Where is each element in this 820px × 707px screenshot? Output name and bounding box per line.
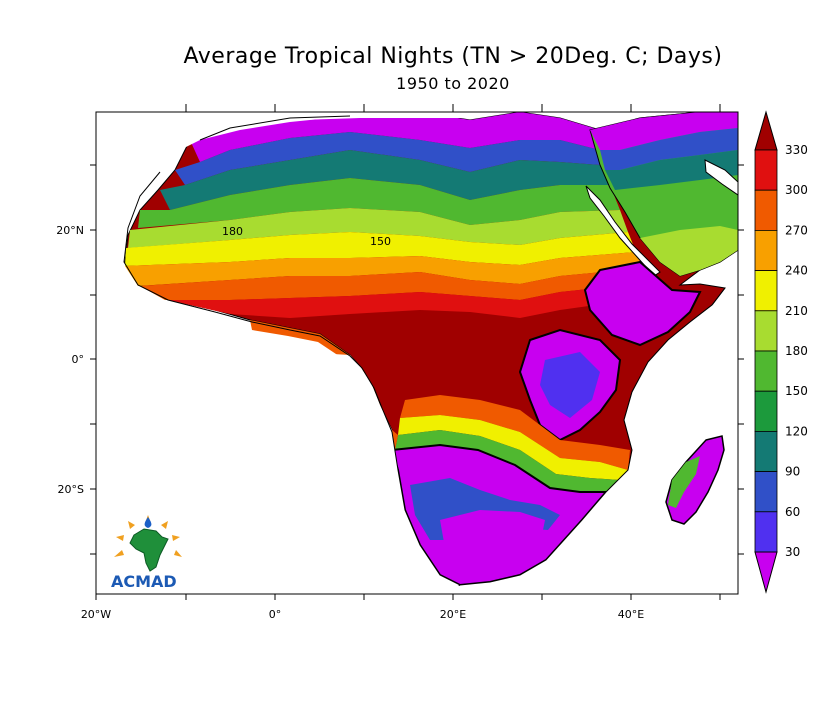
- x-tick-20w: 20°W: [81, 608, 111, 621]
- madagascar-redraw: [665, 435, 725, 525]
- colorbar-segment: [754, 149, 778, 191]
- water-drop-icon: [144, 517, 152, 528]
- x-tick-0: 0°: [269, 608, 282, 621]
- band-sahel-orange: [125, 252, 645, 286]
- mediterranean-sea: [96, 112, 350, 262]
- indian-ocean-white: [460, 294, 738, 594]
- colorbar-bottom-arrow: [754, 551, 778, 594]
- red-sea: [585, 185, 661, 277]
- band-sahel-darkorange: [140, 268, 655, 300]
- y-tick-20s: 20°S: [58, 483, 84, 496]
- x-tick-20e: 20°E: [440, 608, 466, 621]
- acmad-logo: ACMAD: [111, 515, 182, 591]
- colorbar-label: 30: [785, 545, 800, 559]
- horn-purple: [583, 260, 702, 347]
- southern-purple-inner: [440, 510, 545, 565]
- central-yellow: [398, 415, 628, 480]
- y-tick-0: 0°: [72, 353, 85, 366]
- band-sahel-yellow: [125, 232, 636, 266]
- colorbar-top-arrow: [754, 110, 778, 151]
- colorbar-segment: [754, 390, 778, 432]
- band-sahara-teal: [160, 150, 610, 210]
- colorbar-label: 240: [785, 264, 808, 278]
- colorbar-label: 120: [785, 424, 808, 438]
- map-panel: 180 150: [96, 112, 738, 594]
- band-sahel-red: [168, 282, 660, 318]
- central-orange: [400, 395, 630, 470]
- band-sahara-green: [138, 178, 620, 228]
- europe-white: [200, 112, 470, 130]
- colorbar-segment: [754, 229, 778, 271]
- y-tick-20n: 20°N: [56, 224, 84, 237]
- sea-white-south: [96, 340, 460, 594]
- band-north-coast: [190, 112, 600, 162]
- map-title: Average Tropical Nights (TN > 20Deg. C; …: [183, 44, 723, 69]
- persian-gulf: [704, 159, 738, 196]
- east-highlands-blue: [540, 352, 600, 418]
- colorbar-label: 330: [785, 143, 808, 157]
- arabia-south-yellow: [640, 226, 738, 276]
- x-tick-40e: 40°E: [618, 608, 644, 621]
- colorbar-label: 60: [785, 505, 800, 519]
- colorbar-label: 150: [785, 384, 808, 398]
- colorbar-segment: [754, 270, 778, 312]
- colorbar-segment: [754, 430, 778, 472]
- colorbar-label: 270: [785, 223, 808, 237]
- colorbar: 330 300 270 240 210 180 150 120 90 60 30: [754, 110, 808, 594]
- africa-logo-icon: [129, 528, 169, 572]
- map-frame: [95, 111, 739, 595]
- madagascar-coast-redraw: [668, 456, 700, 508]
- colorbar-segment: [754, 511, 778, 553]
- colorbar-segment: [754, 471, 778, 513]
- contour-label-180: 180: [222, 225, 243, 238]
- tick-marks: [90, 104, 744, 600]
- band-north-blue: [175, 132, 600, 185]
- colorbar-label: 300: [785, 183, 808, 197]
- colorbar-segment: [754, 189, 778, 231]
- colorbar-segment: [754, 350, 778, 392]
- colorbar-label: 210: [785, 304, 808, 318]
- colorbar-label: 90: [785, 465, 800, 479]
- arabia-north-purple: [590, 112, 738, 150]
- coastline: [123, 115, 726, 586]
- map-subtitle: 1950 to 2020: [396, 74, 510, 93]
- arabia-blue: [600, 128, 738, 170]
- logo-text: ACMAD: [111, 572, 177, 591]
- contour-label-150: 150: [370, 235, 391, 248]
- colorbar-label: 180: [785, 344, 808, 358]
- band-sahel-lightgreen: [128, 208, 628, 248]
- colorbar-segment: [754, 310, 778, 352]
